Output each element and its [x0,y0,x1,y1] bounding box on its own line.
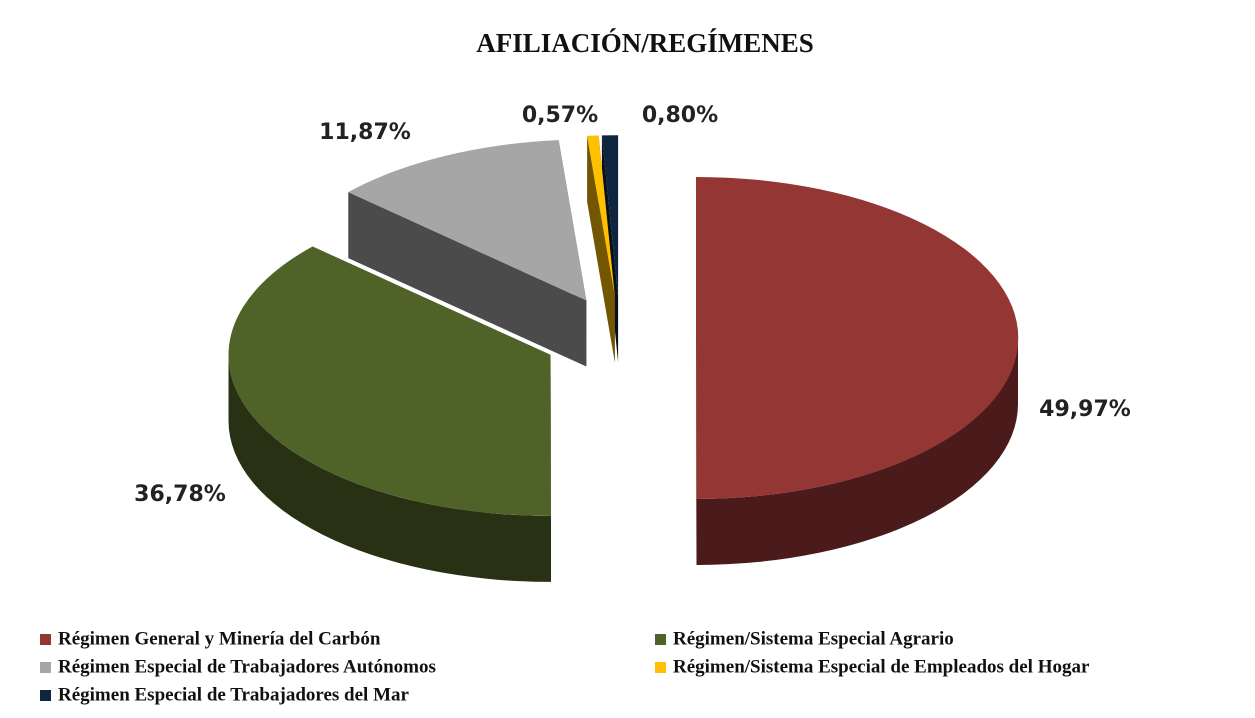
legend-marker [655,634,666,645]
slice [601,135,619,297]
data-label: 36,78% [134,482,226,507]
legend-marker [40,634,51,645]
legend-label: Régimen General y Minería del Carbón [58,628,381,649]
slice-side [228,354,552,582]
data-label: 49,97% [1039,397,1131,422]
slice-wall [348,192,587,367]
chart-title: AFILIACIÓN/REGÍMENES [476,28,814,58]
slice [587,135,615,297]
legend-label: Régimen Especial de Trabajadores del Mar [58,684,410,705]
legend-label: Régimen/Sistema Especial Agrario [673,628,954,649]
slice-side [696,337,1018,565]
slice [228,246,552,516]
data-label: 0,57% [522,103,598,128]
slice-wall [587,135,615,363]
legend-marker [40,690,51,701]
data-label: 0,80% [642,103,718,128]
legend-label: Régimen Especial de Trabajadores Autónom… [58,656,436,677]
slice [696,176,1019,499]
slice-wall [696,337,697,565]
data-label: 11,87% [319,120,411,145]
slice [348,140,587,301]
legend-label: Régimen/Sistema Especial de Empleados de… [673,656,1090,677]
legend-marker [40,662,51,673]
legend-marker [655,662,666,673]
